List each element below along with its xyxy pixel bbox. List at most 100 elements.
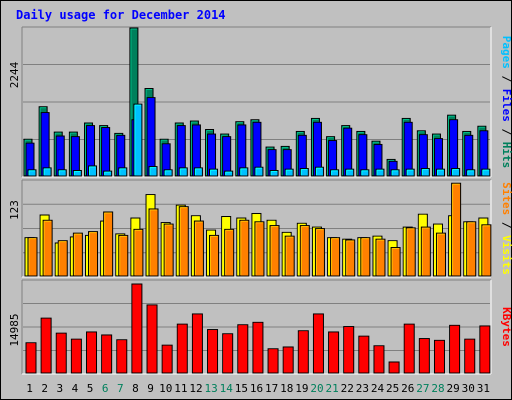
day-tick-label: 10 (159, 382, 172, 395)
bottom-bar-kbytes (116, 339, 128, 374)
middle-bar-sites (72, 232, 83, 277)
middle-bar-sites (57, 240, 68, 277)
top-bar-pages (133, 103, 143, 177)
top-bar-pages (239, 167, 249, 177)
day-tick-label: 1 (26, 382, 33, 395)
top-bar-pages (390, 169, 400, 177)
top-bar-pages (148, 166, 158, 177)
top-bar-pages (209, 168, 219, 177)
bottom-bar-kbytes (267, 348, 279, 374)
top-bar-pages (360, 169, 370, 177)
bottom-bar-kbytes (312, 313, 324, 374)
top-bar-pages (178, 167, 188, 177)
top-bar-pages (254, 166, 264, 177)
legend-separator: / (500, 69, 512, 89)
bottom-bar-kbytes (403, 323, 415, 374)
top-bar-pages (451, 168, 461, 177)
day-tick-label: 11 (174, 382, 187, 395)
bottom-bar-kbytes (464, 338, 476, 374)
day-tick-label: 7 (117, 382, 124, 395)
day-tick-label: 23 (356, 382, 369, 395)
day-tick-label: 16 (250, 382, 263, 395)
bottom-legend: KBytes (500, 307, 512, 347)
middle-bar-sites (88, 231, 99, 277)
day-tick-label: 14 (220, 382, 234, 395)
middle-bar-sites (42, 219, 53, 277)
top-bar-pages (27, 169, 37, 177)
bottom-bar-kbytes (191, 313, 203, 374)
top-bar-pages (193, 167, 203, 177)
top-bar-pages (375, 168, 385, 177)
day-tick-label: 30 (462, 382, 475, 395)
top-bar-pages (284, 168, 294, 177)
middle-bar-sites (103, 211, 114, 277)
middle-bar-sites (269, 225, 280, 277)
middle-bar-sites (239, 219, 250, 277)
top-bar-pages (163, 169, 173, 177)
middle-max-label: 123 (8, 200, 21, 220)
top-bar-files (403, 121, 413, 177)
day-tick-label: 9 (147, 382, 154, 395)
middle-bar-sites (163, 223, 174, 277)
top-bar-pages (103, 170, 113, 177)
top-bar-pages (57, 169, 67, 177)
top-bar-pages (299, 168, 309, 177)
bottom-bar-kbytes (25, 342, 37, 374)
bottom-bar-kbytes (131, 283, 143, 374)
top-legend: Pages / Files / Hits (500, 36, 512, 169)
bottom-bar-kbytes (237, 324, 249, 374)
middle-bar-sites (27, 237, 38, 277)
top-bar-files (222, 136, 232, 177)
bottom-bar-kbytes (297, 330, 309, 374)
chart-title: Daily usage for December 2014 (16, 8, 226, 22)
bottom-bar-kbytes (70, 338, 82, 374)
middle-bar-sites (481, 224, 492, 277)
day-tick-label: 29 (447, 382, 460, 395)
day-tick-label: 5 (87, 382, 94, 395)
middle-bar-sites (466, 221, 477, 277)
day-tick-label: 20 (310, 382, 323, 395)
bottom-bar-kbytes (282, 346, 294, 374)
top-bar-pages (420, 168, 430, 177)
middle-bar-sites (118, 234, 129, 277)
top-bar-files (358, 134, 368, 177)
bottom-bar-kbytes (86, 331, 98, 374)
legend-separator: / (500, 122, 512, 142)
top-bar-pages (269, 169, 279, 177)
middle-bar-sites (390, 247, 401, 277)
bottom-bar-kbytes (479, 325, 491, 374)
bottom-max-label: 14985 (8, 313, 21, 346)
bottom-bar-kbytes (176, 323, 188, 374)
top-bar-files (101, 127, 111, 177)
top-bar-files (40, 112, 50, 177)
bottom-bar-kbytes (388, 361, 400, 374)
day-tick-label: 21 (326, 382, 339, 395)
legend-item-pages: Pages (500, 36, 512, 69)
day-tick-label: 2 (41, 382, 48, 395)
top-bar-pages (435, 168, 445, 177)
day-tick-label: 31 (477, 382, 490, 395)
day-tick-label: 25 (386, 382, 399, 395)
top-bar-pages (88, 165, 98, 177)
top-bar-pages (72, 169, 82, 177)
top-bar-pages (345, 168, 355, 177)
legend-item-hits: Hits (500, 142, 512, 169)
middle-bar-sites (451, 182, 462, 277)
top-max-label: 2244 (8, 61, 21, 88)
middle-bar-sites (178, 206, 189, 277)
top-bar-pages (481, 168, 491, 177)
day-tick-label: 24 (371, 382, 385, 395)
middle-bar-sites (299, 225, 310, 277)
middle-bar-sites (148, 208, 159, 277)
middle-bar-sites (254, 221, 265, 277)
day-tick-label: 15 (235, 382, 248, 395)
day-tick-label: 26 (401, 382, 414, 395)
legend-item-sites: Sites (500, 182, 512, 215)
middle-bar-sites (133, 228, 144, 277)
bottom-bar-kbytes (252, 321, 264, 374)
bottom-bar-kbytes (373, 345, 385, 374)
middle-bar-sites (284, 235, 295, 277)
bottom-bar-kbytes (40, 317, 52, 374)
middle-bar-sites (360, 237, 371, 277)
